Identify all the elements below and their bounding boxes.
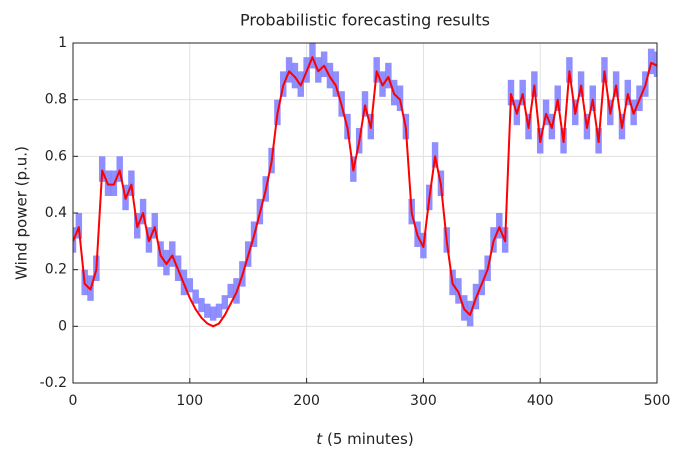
interval-band (542, 99, 550, 126)
interval-band (128, 170, 135, 196)
x-tick-label: 200 (293, 393, 320, 409)
chart-title: Probabilistic forecasting results (240, 11, 490, 30)
interval-band (385, 62, 392, 89)
interval-band (431, 142, 439, 168)
y-axis-title: Wind power (p.u.) (13, 146, 31, 280)
interval-band (531, 71, 538, 97)
interval-band (192, 289, 199, 304)
x-tick-label: 500 (644, 393, 671, 409)
y-tick-label: 1 (58, 35, 67, 51)
interval-band (209, 306, 217, 321)
ticks: -0.200.20.40.60.810 100 200 300 400 500 (40, 35, 671, 409)
interval-band (320, 51, 328, 77)
x-tick-label: 400 (527, 393, 554, 409)
interval-band (519, 79, 526, 106)
interval-band (507, 79, 515, 106)
interval-band (204, 303, 211, 318)
y-tick-label: 0.2 (45, 262, 67, 278)
interval-band (577, 71, 585, 97)
interval-band (75, 213, 83, 239)
interval-band (98, 156, 106, 182)
interval-band (139, 198, 147, 225)
x-axis-title: t (5 minutes) (316, 430, 413, 448)
y-tick-label: 0 (58, 318, 67, 334)
interval-band (151, 213, 158, 239)
x-axis-unit: (5 minutes) (327, 430, 414, 448)
interval-band (624, 79, 632, 106)
interval-band (647, 48, 655, 75)
interval-band (589, 85, 596, 111)
interval-band (285, 57, 293, 83)
y-tick-label: 0.6 (45, 148, 67, 164)
plot-area (73, 43, 657, 328)
interval-band (601, 57, 608, 83)
interval-band (169, 241, 176, 267)
interval-band (361, 91, 369, 117)
interval-band (396, 85, 404, 111)
series-line (73, 56, 657, 328)
y-tick-label: -0.2 (40, 375, 67, 391)
interval-band (309, 43, 316, 69)
interval-band (554, 85, 561, 111)
y-tick-label: 0.8 (45, 92, 67, 108)
x-tick-label: 300 (410, 393, 437, 409)
x-tick-label: 0 (69, 393, 78, 409)
interval-band (186, 278, 194, 293)
interval-band (566, 57, 573, 83)
interval-band (227, 283, 234, 298)
interval-band (612, 71, 620, 97)
interval-band (373, 57, 380, 83)
interval-band (116, 156, 123, 182)
y-tick-label: 0.4 (45, 205, 67, 221)
interval-band (496, 213, 503, 239)
interval-band (291, 62, 299, 89)
interval-band (198, 298, 205, 313)
x-axis-var: t (316, 430, 323, 448)
x-tick-label: 100 (176, 393, 203, 409)
interval-band (221, 295, 229, 310)
interval-band (215, 303, 223, 318)
